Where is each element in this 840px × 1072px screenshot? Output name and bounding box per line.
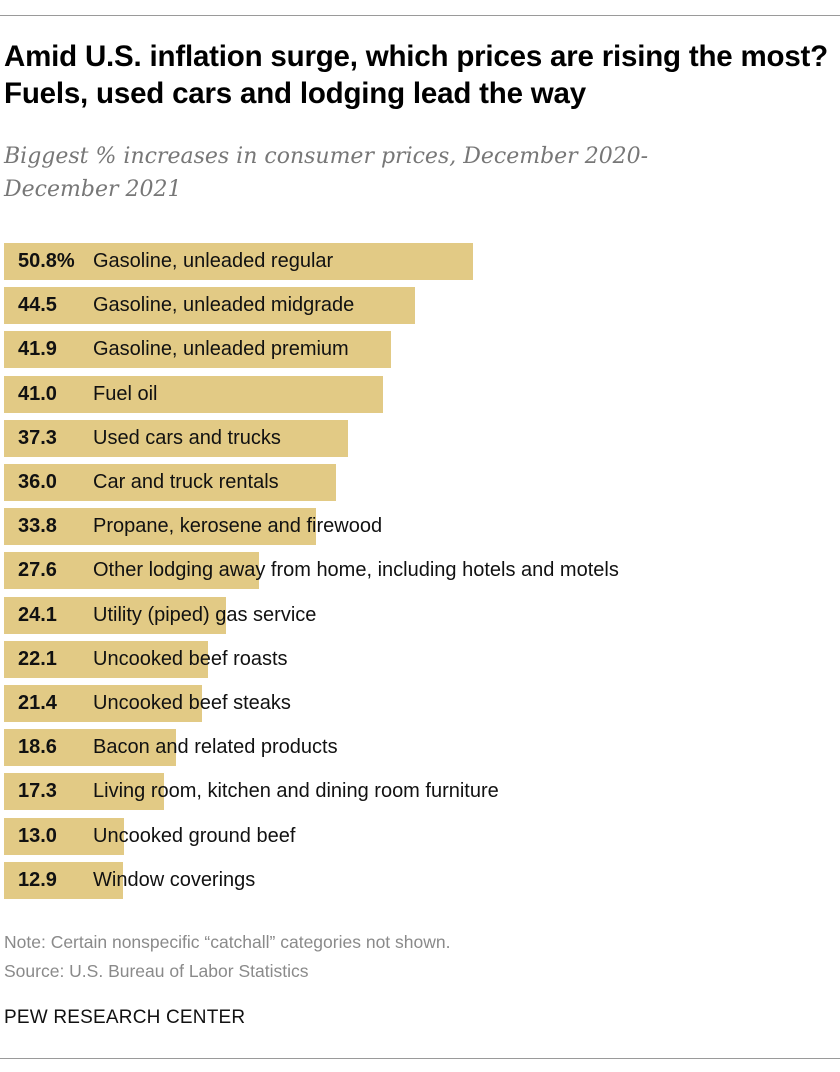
value-label: 41.9 [18,338,57,361]
bar [4,596,227,634]
value-label: 37.3 [18,426,57,449]
category-label: Gasoline, unleaded premium [93,338,349,361]
category-label: Used cars and trucks [93,426,281,449]
bar [4,729,176,767]
value-label: 44.5 [18,294,57,317]
bar [4,375,383,413]
chart-subtitle: Biggest % increases in consumer prices, … [4,144,649,202]
category-label: Other lodging away from home, including … [93,559,619,582]
value-label: 41.0 [18,382,57,405]
bar [4,773,164,811]
chart-title: Amid U.S. inflation surge, which prices … [4,40,828,110]
bottom-rule [0,1058,840,1059]
value-label: 18.6 [18,736,57,759]
brand-logo-text: PEW RESEARCH CENTER [4,1007,246,1028]
value-label: 21.4 [18,692,57,714]
bar [4,508,317,546]
value-label: 12.9 [18,868,57,891]
bar [4,552,259,590]
category-label: Fuel oil [93,382,158,405]
top-rule [0,15,840,16]
value-label: 33.8 [18,515,57,538]
category-label: Gasoline, unleaded midgrade [93,294,355,317]
bar [4,243,473,280]
bar [4,861,124,899]
category-label: Gasoline, unleaded regular [93,250,334,272]
category-label: Propane, kerosene and firewood [93,515,383,538]
bar-chart: 50.8% Gasoline, unleaded regular 44.5 Gasol… [0,240,840,900]
category-label: Car and truck rentals [93,471,279,493]
bar [4,685,202,722]
category-label: Bacon and related products [93,736,338,759]
category-label: Window coverings [93,868,256,891]
value-label: 50.8% [18,250,75,272]
value-label: 13.0 [18,824,57,847]
value-label: 17.3 [18,780,57,803]
bar [4,287,415,325]
note: Note: Certain nonspecific “catchall” cat… [4,932,451,952]
value-label: 22.1 [18,647,57,670]
bar [4,464,337,501]
value-label: 27.6 [18,559,57,582]
value-label: 36.0 [18,471,57,493]
category-label: Uncooked beef steaks [93,692,291,714]
bar [4,817,125,855]
source: Source: U.S. Bureau of Labor Statistics [4,961,309,981]
category-label: Uncooked beef roasts [93,647,288,670]
bar [4,331,391,369]
value-label: 24.1 [18,603,57,626]
category-label: Uncooked ground beef [93,824,296,847]
bar [4,640,209,678]
category-label: Utility (piped) gas service [93,603,317,626]
bar [4,419,349,457]
category-label: Living room, kitchen and dining room fur… [93,780,499,803]
